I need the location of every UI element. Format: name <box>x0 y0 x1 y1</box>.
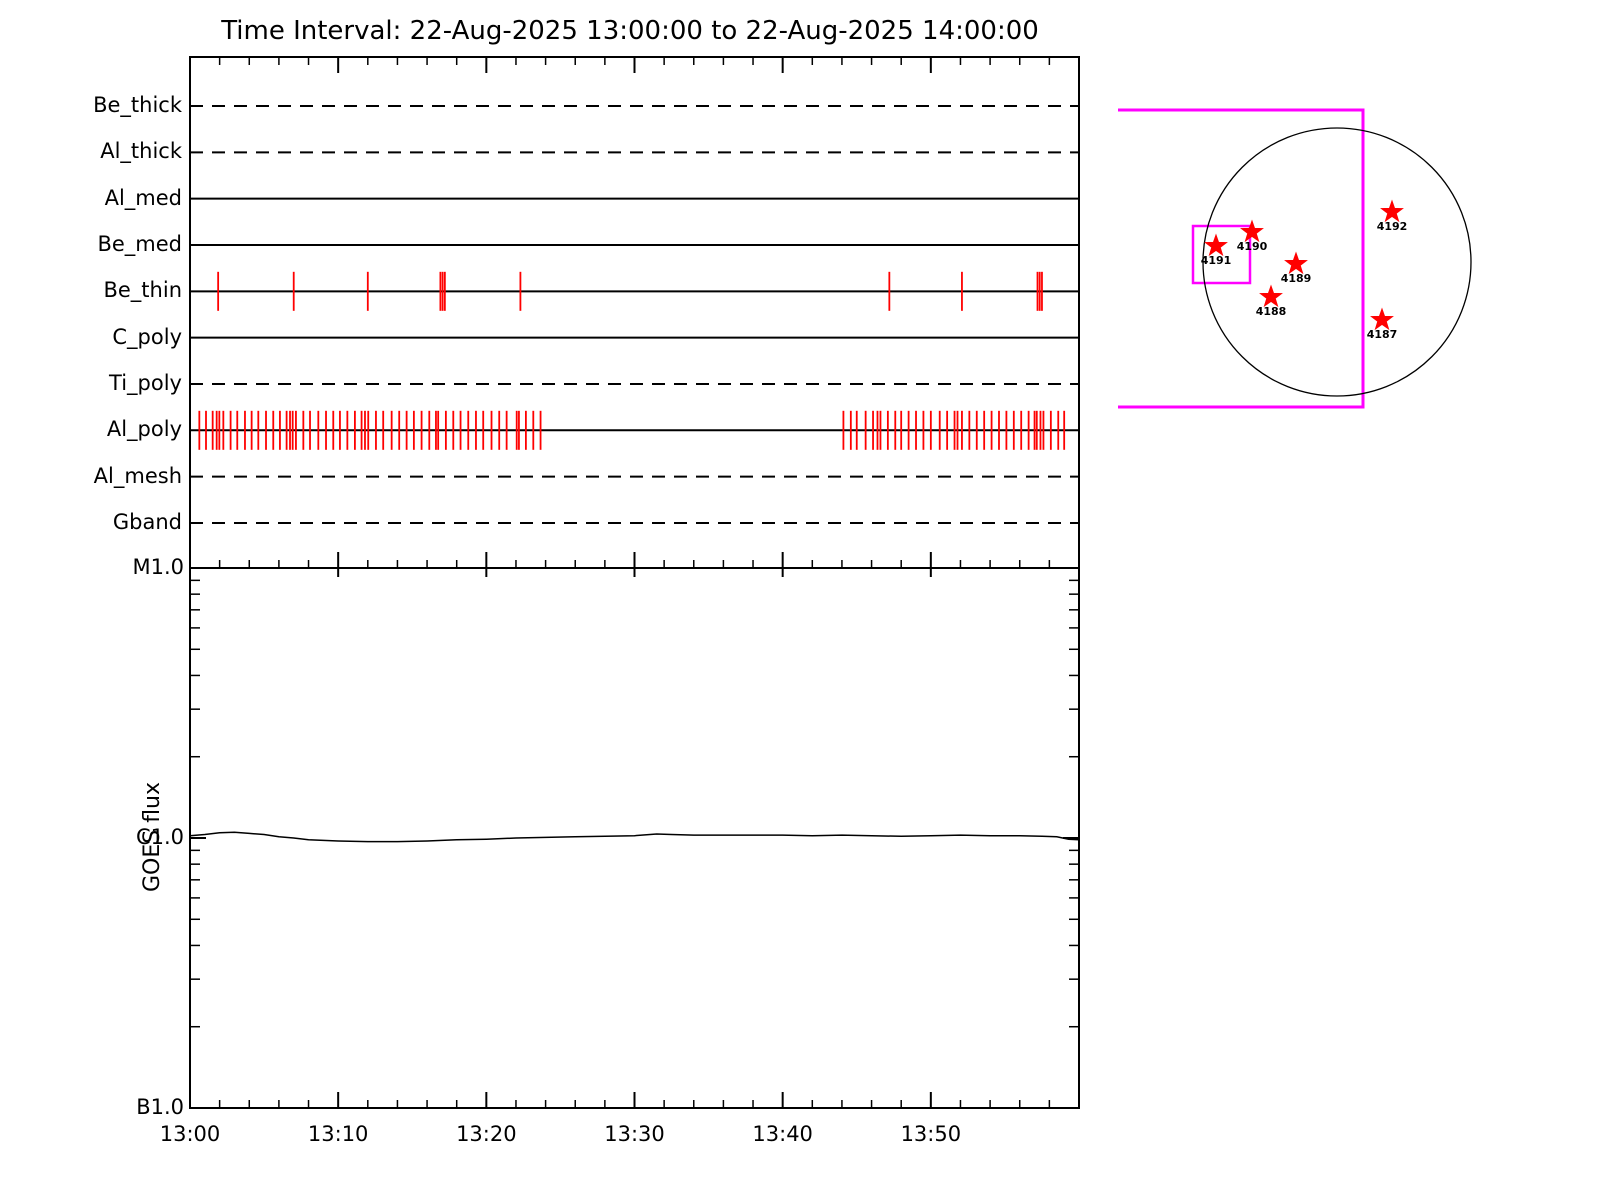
x-tick-label-1310: 13:10 <box>307 1122 369 1146</box>
y-tick-label-b10: B1.0 <box>136 1095 184 1119</box>
active-region-star-4192 <box>1380 199 1404 223</box>
filter-label-al_poly: Al_poly <box>106 417 182 442</box>
filter-label-al_thick: Al_thick <box>100 139 182 164</box>
filter-label-al_mesh: Al_mesh <box>93 463 182 488</box>
fov-box-large <box>1118 108 1365 409</box>
active-region-star-4187 <box>1370 307 1394 331</box>
active-region-star-4188 <box>1259 284 1283 308</box>
active-region-label-4188: 4188 <box>1255 305 1287 318</box>
filter-label-al_med: Al_med <box>104 185 182 210</box>
x-tick-label-1340: 13:40 <box>752 1122 813 1146</box>
y-tick-label-c10: C1.0 <box>135 825 184 849</box>
fov-box-small <box>1191 224 1252 285</box>
active-region-label-4190: 4190 <box>1236 240 1268 253</box>
x-tick-label-1330: 13:30 <box>604 1122 665 1146</box>
x-tick-label-1350: 13:50 <box>900 1122 962 1146</box>
goes-panel-border <box>189 567 1080 1109</box>
active-region-label-4192: 4192 <box>1376 220 1408 233</box>
active-region-label-4187: 4187 <box>1366 328 1398 341</box>
filter-label-c_poly: C_poly <box>112 324 182 349</box>
filter-label-be_thin: Be_thin <box>103 278 182 303</box>
active-region-star-4190 <box>1240 219 1264 243</box>
x-tick-label-1320: 13:20 <box>456 1122 517 1146</box>
filter-panel-border <box>189 56 1080 569</box>
plot-title: Time Interval: 22-Aug-2025 13:00:00 to 2… <box>221 16 1039 46</box>
active-region-star-4191 <box>1204 233 1228 257</box>
y-tick-label-m10: M1.0 <box>132 555 184 579</box>
filter-label-be_med: Be_med <box>97 231 182 256</box>
x-tick-label-1300: 13:00 <box>159 1122 221 1146</box>
filter-label-be_thick: Be_thick <box>93 93 182 117</box>
active-region-label-4189: 4189 <box>1280 272 1312 285</box>
filter-label-ti_poly: Ti_poly <box>109 370 182 395</box>
active-region-label-4191: 4191 <box>1200 254 1232 267</box>
active-region-star-4189 <box>1284 251 1308 275</box>
goes-flux-line <box>189 831 1080 843</box>
filter-label-gband: Gband <box>112 509 182 534</box>
solar-disk <box>1202 127 1472 397</box>
